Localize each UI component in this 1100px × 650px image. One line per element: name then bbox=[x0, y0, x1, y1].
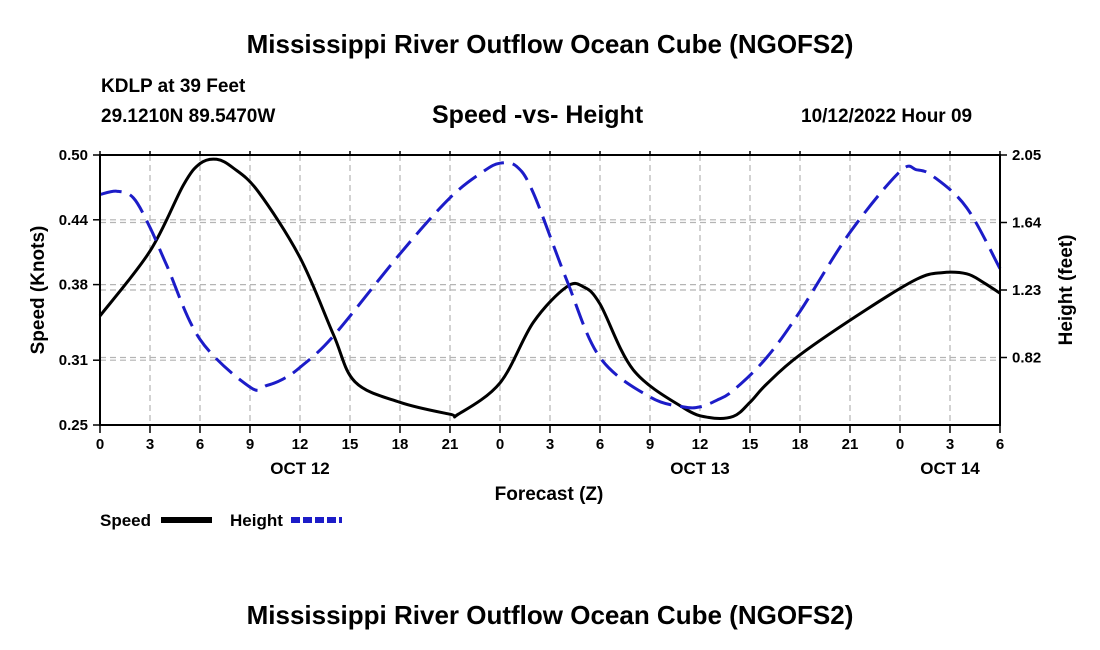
y2-tick-label: 2.05 bbox=[1012, 147, 1041, 164]
x-tick-label: 12 bbox=[292, 436, 309, 453]
x-tick-label: 3 bbox=[546, 436, 554, 453]
figure-title: Mississippi River Outflow Ocean Cube (NG… bbox=[246, 29, 854, 59]
x-tick-label: 21 bbox=[442, 436, 459, 453]
date-label: OCT 13 bbox=[670, 459, 730, 478]
issue-timestamp: 10/12/2022 Hour 09 bbox=[801, 106, 973, 127]
x-tick-label: 15 bbox=[742, 436, 759, 453]
x-tick-label: 18 bbox=[392, 436, 409, 453]
y2-axis-label: Height (feet) bbox=[1056, 235, 1077, 346]
x-tick-label: 3 bbox=[146, 436, 154, 453]
y-tick-label: 0.44 bbox=[59, 212, 89, 229]
legend: Speed Height bbox=[100, 511, 342, 530]
x-tick-label: 18 bbox=[792, 436, 809, 453]
x-tick-label: 15 bbox=[342, 436, 359, 453]
x-tick-label: 21 bbox=[842, 436, 859, 453]
date-label: OCT 14 bbox=[920, 459, 980, 478]
x-tick-label: 9 bbox=[646, 436, 654, 453]
y-tick-label: 0.38 bbox=[59, 277, 88, 294]
station-coordinates: 29.1210N 89.5470W bbox=[101, 106, 276, 127]
grid-lines bbox=[100, 155, 1000, 425]
x-tick-label: 6 bbox=[196, 436, 204, 453]
x-tick-label: 6 bbox=[996, 436, 1004, 453]
station-label: KDLP at 39 Feet bbox=[101, 76, 246, 97]
second-figure-title: Mississippi River Outflow Ocean Cube (NG… bbox=[246, 600, 854, 630]
x-tick-label: 0 bbox=[96, 436, 104, 453]
y-axis-label: Speed (Knots) bbox=[28, 226, 49, 355]
x-tick-label: 9 bbox=[246, 436, 254, 453]
legend-height-label: Height bbox=[230, 511, 283, 530]
height-series-line bbox=[99, 161, 1002, 410]
x-tick-label: 6 bbox=[596, 436, 604, 453]
y2-tick-label: 1.64 bbox=[1012, 215, 1042, 232]
y2-tick-label: 0.82 bbox=[1012, 350, 1041, 367]
y-tick-label: 0.50 bbox=[59, 147, 88, 164]
y-tick-label: 0.25 bbox=[59, 417, 88, 434]
x-axis-label: Forecast (Z) bbox=[495, 484, 604, 505]
x-tick-label: 3 bbox=[946, 436, 954, 453]
chart-title: Speed -vs- Height bbox=[432, 101, 644, 129]
axes: 0 3 6 9 12 15 18 21 0 3 6 9 12 15 18 21 0 3 6 0.25 0.31 0.38 0… bbox=[59, 147, 1042, 478]
series-lines bbox=[98, 157, 1002, 420]
x-tick-label: 0 bbox=[896, 436, 904, 453]
legend-speed-label: Speed bbox=[100, 511, 151, 530]
speed-series-line bbox=[98, 157, 1001, 420]
x-tick-label: 0 bbox=[496, 436, 504, 453]
date-label: OCT 12 bbox=[270, 459, 330, 478]
y-tick-label: 0.31 bbox=[59, 352, 88, 369]
speed-height-chart: 0 3 6 9 12 15 18 21 0 3 6 9 12 15 18 21 0 3 6 0.25 0.31 0.38 0… bbox=[28, 147, 1077, 530]
y2-tick-label: 1.23 bbox=[1012, 282, 1041, 299]
x-tick-label: 12 bbox=[692, 436, 709, 453]
